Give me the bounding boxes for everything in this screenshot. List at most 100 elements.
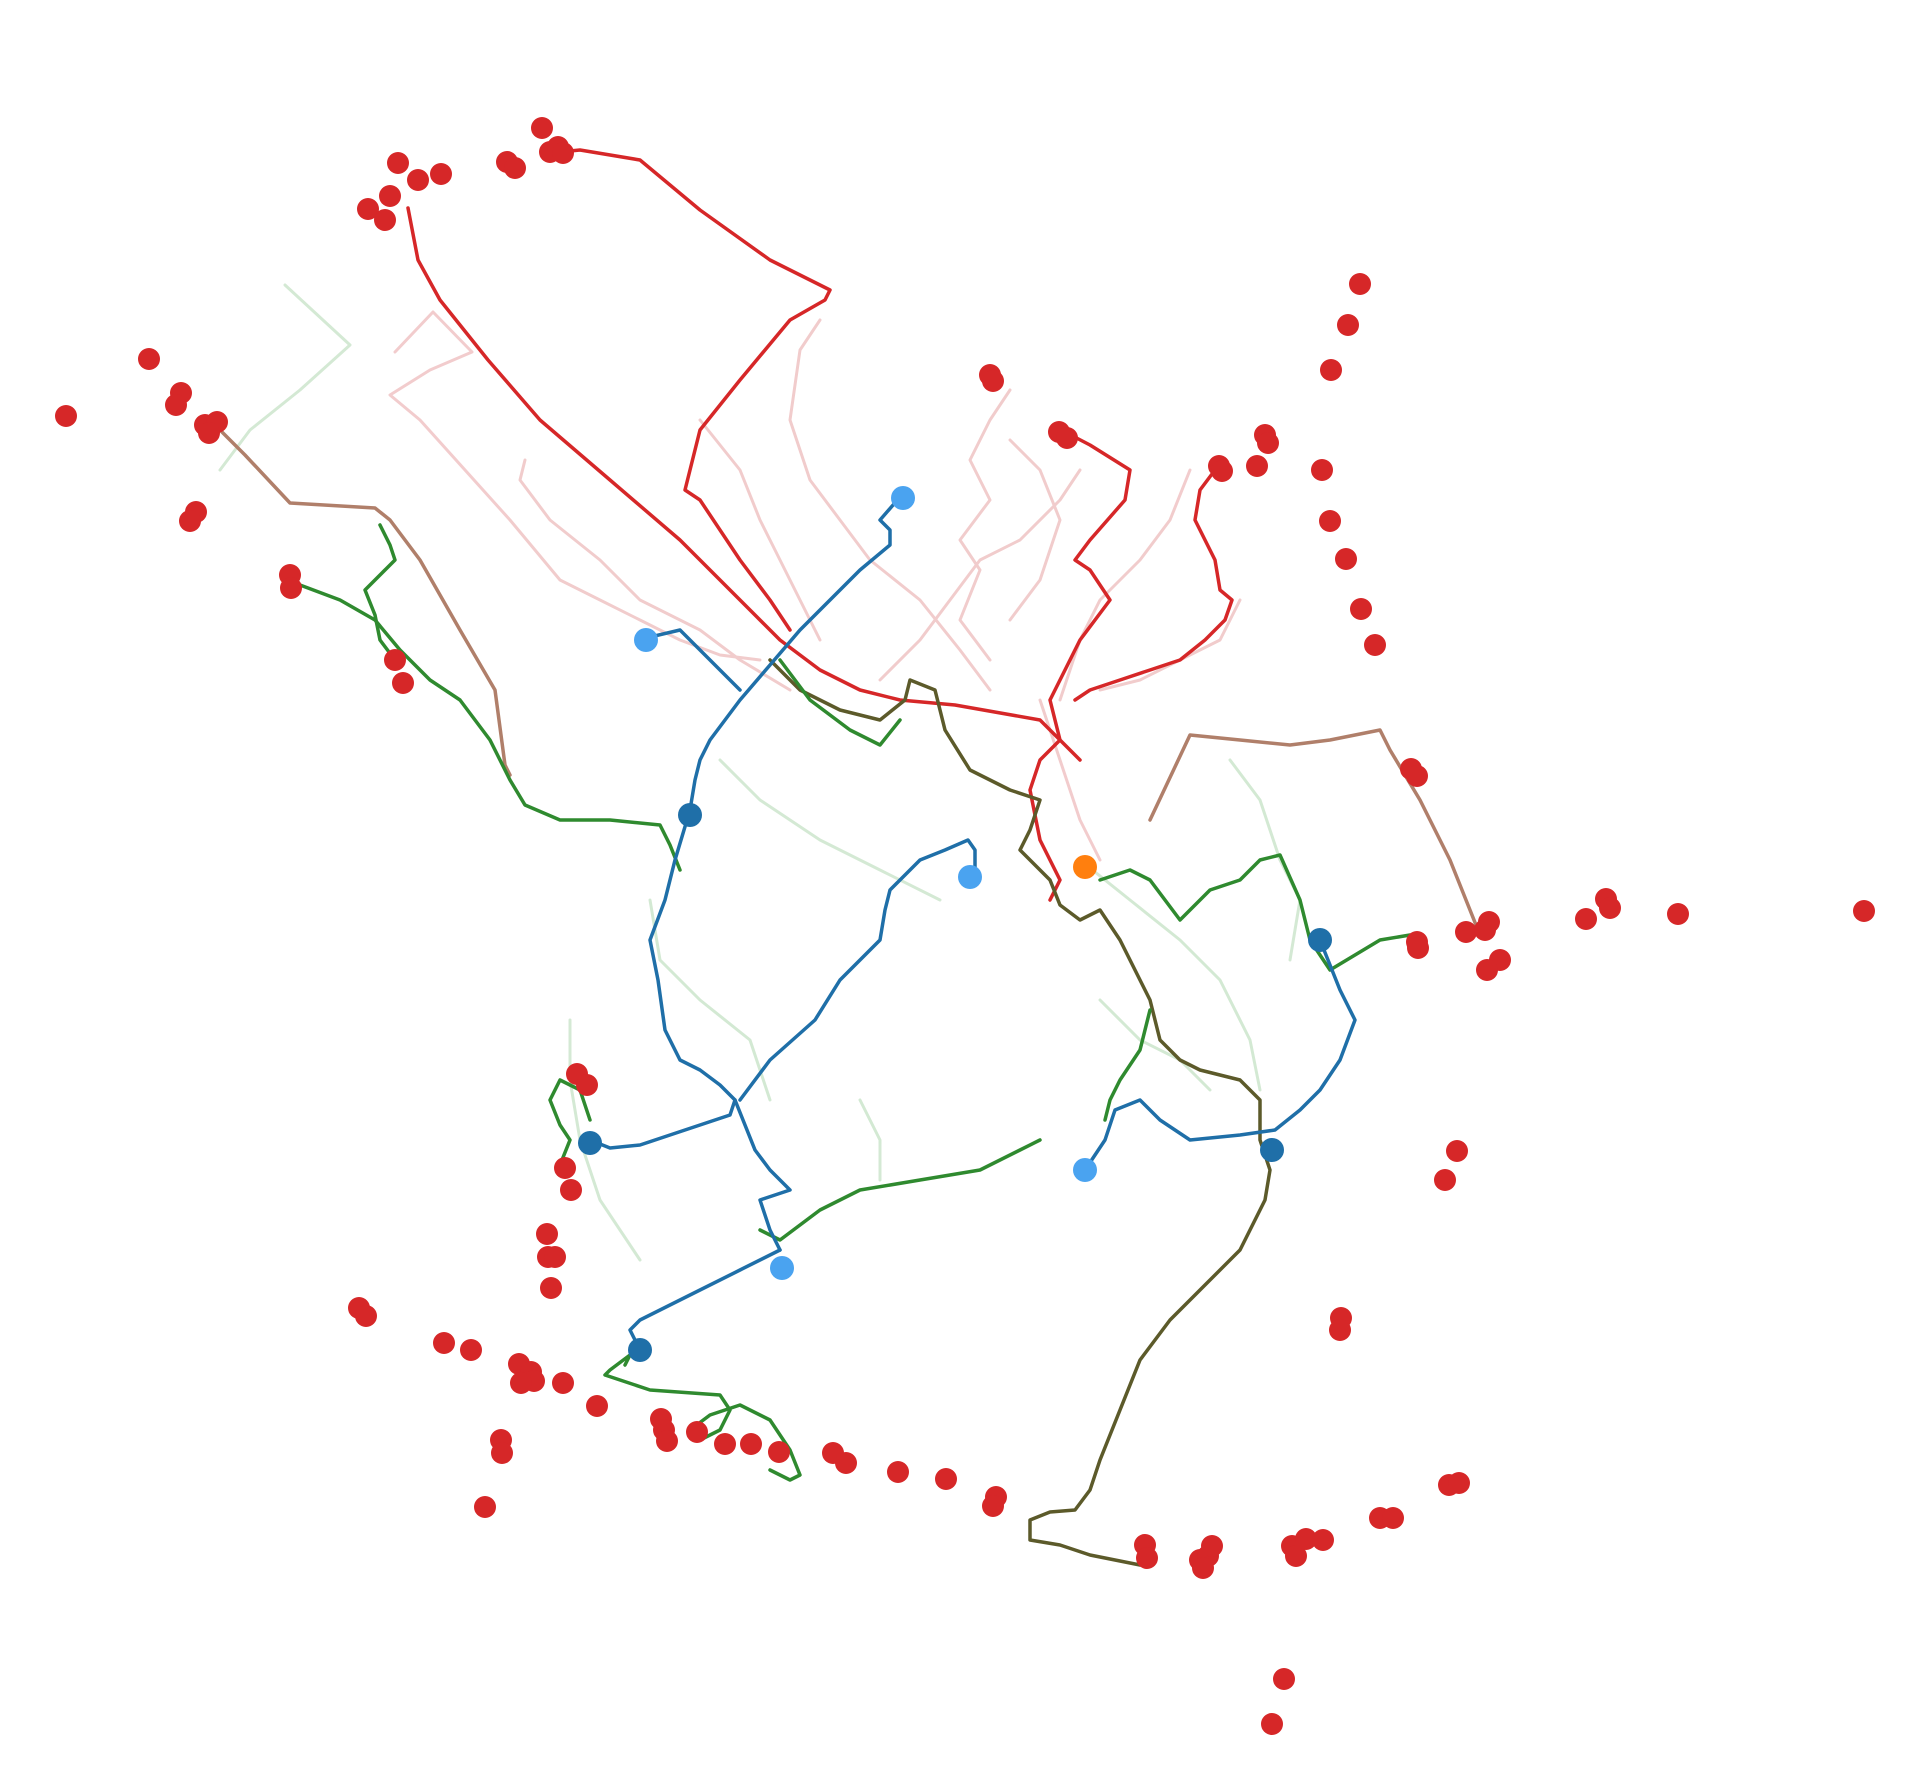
stop-marker[interactable] xyxy=(374,209,396,231)
stop-marker[interactable] xyxy=(1382,1507,1404,1529)
stop-marker[interactable] xyxy=(1329,1319,1351,1341)
stop-marker[interactable] xyxy=(1364,634,1386,656)
stop-marker[interactable] xyxy=(355,1305,377,1327)
green-route-west xyxy=(288,573,682,872)
stop-marker[interactable] xyxy=(504,157,526,179)
stop-marker[interactable] xyxy=(510,1372,532,1394)
stop-marker[interactable] xyxy=(540,1277,562,1299)
stop-marker[interactable] xyxy=(887,1461,909,1483)
stop-marker[interactable] xyxy=(1434,1169,1456,1191)
stop-marker[interactable] xyxy=(686,1421,708,1443)
stop-marker[interactable] xyxy=(770,1256,794,1280)
stop-marker[interactable] xyxy=(544,1246,566,1268)
faded-route-1 xyxy=(388,310,762,662)
stop-marker[interactable] xyxy=(1337,314,1359,336)
stop-marker[interactable] xyxy=(768,1441,790,1463)
green-route-bottom xyxy=(758,1138,1042,1242)
stop-marker[interactable] xyxy=(1476,959,1498,981)
brown-route-east xyxy=(1148,728,1482,937)
stop-marker[interactable] xyxy=(460,1339,482,1361)
green-route-west-loop xyxy=(363,523,397,662)
stop-marker[interactable] xyxy=(1853,900,1875,922)
stop-marker[interactable] xyxy=(198,422,220,444)
stop-marker[interactable] xyxy=(1311,459,1333,481)
stop-marker[interactable] xyxy=(576,1074,598,1096)
stop-marker[interactable] xyxy=(1446,1140,1468,1162)
stop-marker[interactable] xyxy=(1406,765,1428,787)
stop-marker[interactable] xyxy=(552,142,574,164)
blue-route-west-spur xyxy=(644,628,742,692)
stop-marker[interactable] xyxy=(357,198,379,220)
stop-marker[interactable] xyxy=(935,1468,957,1490)
faded-route-4 xyxy=(958,388,1012,662)
stop-marker[interactable] xyxy=(1073,855,1097,879)
stop-marker[interactable] xyxy=(1211,460,1233,482)
stop-marker[interactable] xyxy=(1448,1472,1470,1494)
stop-marker[interactable] xyxy=(138,348,160,370)
stop-marker[interactable] xyxy=(1056,427,1078,449)
stop-marker[interactable] xyxy=(958,865,982,889)
stop-marker[interactable] xyxy=(1073,1158,1097,1182)
stop-marker[interactable] xyxy=(678,803,702,827)
stop-marker[interactable] xyxy=(1667,903,1689,925)
stop-marker[interactable] xyxy=(1261,1713,1283,1735)
stop-marker[interactable] xyxy=(634,628,658,652)
stop-marker[interactable] xyxy=(474,1496,496,1518)
faded-route-9 xyxy=(698,418,822,642)
stop-marker[interactable] xyxy=(165,394,187,416)
stop-marker[interactable] xyxy=(531,117,553,139)
stop-marker[interactable] xyxy=(1295,1528,1317,1550)
stop-marker[interactable] xyxy=(1349,273,1371,295)
stop-marker[interactable] xyxy=(1455,921,1477,943)
stop-marker[interactable] xyxy=(1308,928,1332,952)
stop-marker[interactable] xyxy=(491,1442,513,1464)
stop-marker[interactable] xyxy=(1285,1545,1307,1567)
stop-marker[interactable] xyxy=(1201,1535,1223,1557)
stop-marker[interactable] xyxy=(407,169,429,191)
stop-marker[interactable] xyxy=(1260,1138,1284,1162)
stop-marker[interactable] xyxy=(392,672,414,694)
stop-marker[interactable] xyxy=(586,1395,608,1417)
stop-marker[interactable] xyxy=(982,370,1004,392)
stop-marker[interactable] xyxy=(628,1338,652,1362)
stop-marker[interactable] xyxy=(536,1223,558,1245)
blue-stops xyxy=(578,486,1332,1362)
stop-marker[interactable] xyxy=(1136,1547,1158,1569)
blue-routes xyxy=(588,495,1357,1352)
stop-marker[interactable] xyxy=(384,649,406,671)
stop-marker[interactable] xyxy=(280,577,302,599)
stop-marker[interactable] xyxy=(1599,897,1621,919)
stop-marker[interactable] xyxy=(179,510,201,532)
red-route-northeast xyxy=(558,148,832,632)
stop-marker[interactable] xyxy=(1335,548,1357,570)
stop-marker[interactable] xyxy=(1350,598,1372,620)
stop-marker[interactable] xyxy=(1575,908,1597,930)
stop-marker[interactable] xyxy=(891,486,915,510)
stop-marker[interactable] xyxy=(1312,1529,1334,1551)
stop-marker[interactable] xyxy=(433,1332,455,1354)
stop-marker[interactable] xyxy=(1320,359,1342,381)
stop-marker[interactable] xyxy=(656,1430,678,1452)
stop-marker[interactable] xyxy=(982,1495,1004,1517)
stop-marker[interactable] xyxy=(1246,455,1268,477)
stop-marker[interactable] xyxy=(1407,937,1429,959)
red-route-north-loop xyxy=(406,206,1062,902)
stop-marker[interactable] xyxy=(1319,510,1341,532)
stop-marker[interactable] xyxy=(1273,1668,1295,1690)
stop-marker[interactable] xyxy=(55,405,77,427)
stop-marker[interactable] xyxy=(1474,919,1496,941)
stop-marker[interactable] xyxy=(554,1157,576,1179)
stop-marker[interactable] xyxy=(578,1131,602,1155)
stop-marker[interactable] xyxy=(430,163,452,185)
stop-marker[interactable] xyxy=(552,1372,574,1394)
stop-marker[interactable] xyxy=(714,1433,736,1455)
stop-marker[interactable] xyxy=(379,185,401,207)
stop-marker[interactable] xyxy=(740,1433,762,1455)
brown-routes xyxy=(213,423,1482,937)
stop-marker[interactable] xyxy=(1192,1557,1214,1579)
stop-marker[interactable] xyxy=(835,1452,857,1474)
stop-marker[interactable] xyxy=(560,1179,582,1201)
stop-marker[interactable] xyxy=(1257,432,1279,454)
faded-red-network xyxy=(388,310,1242,862)
stop-marker[interactable] xyxy=(387,152,409,174)
